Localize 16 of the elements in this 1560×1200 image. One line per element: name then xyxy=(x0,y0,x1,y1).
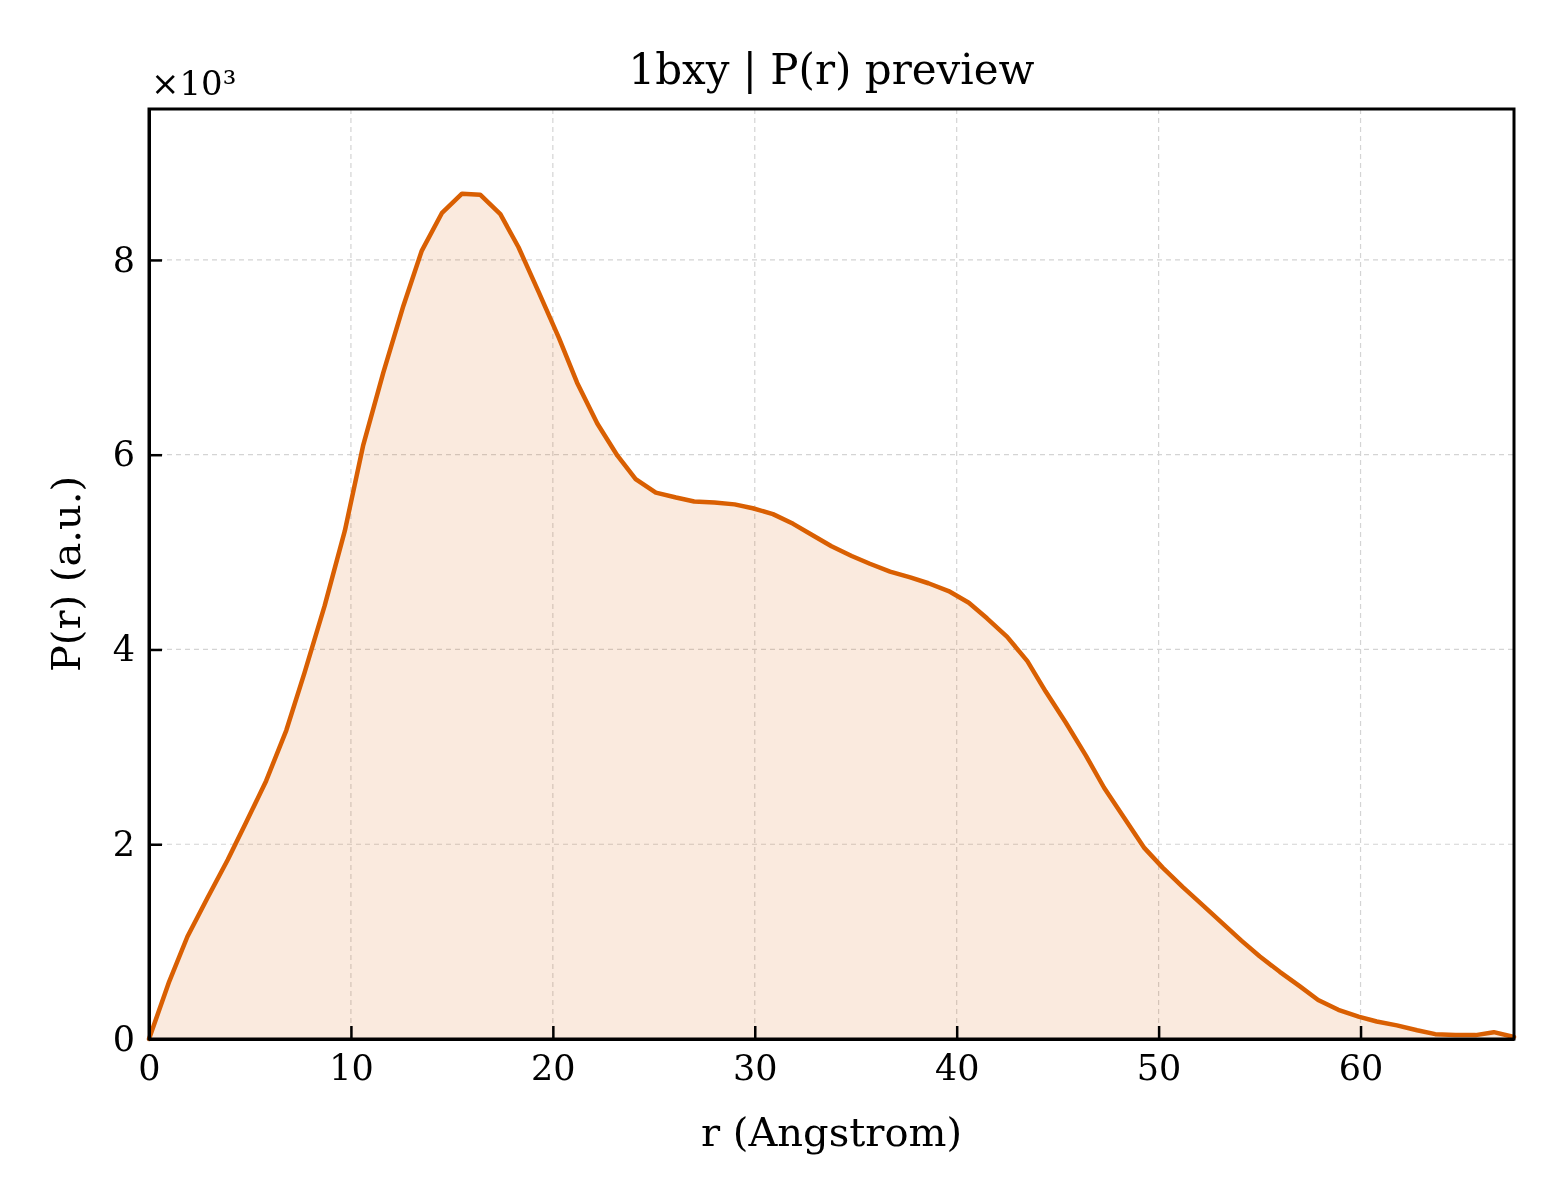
x-tick-label: 10 xyxy=(329,1047,374,1088)
x-tick-label: 50 xyxy=(1136,1047,1182,1088)
text: ×10³ xyxy=(151,63,237,103)
x-tick-label: 40 xyxy=(934,1047,980,1088)
x-axis-title: r (Angstrom) xyxy=(700,1109,963,1155)
y-tick-label: 4 xyxy=(112,629,135,670)
y-tick-label: 2 xyxy=(112,823,135,864)
y-axis-title: P(r) (a.u.) xyxy=(43,475,89,673)
x-tick-label: 60 xyxy=(1338,1047,1384,1088)
y-tick-label: 8 xyxy=(112,239,135,280)
x-tick-label: 20 xyxy=(531,1047,576,1088)
y-tick-label: 6 xyxy=(112,434,135,475)
x-tick-label: 0 xyxy=(138,1047,161,1088)
y-tick-label: 0 xyxy=(112,1018,135,1059)
x-tick-label: 30 xyxy=(733,1047,778,1088)
chart-title: 1bxy | P(r) preview xyxy=(628,45,1035,94)
